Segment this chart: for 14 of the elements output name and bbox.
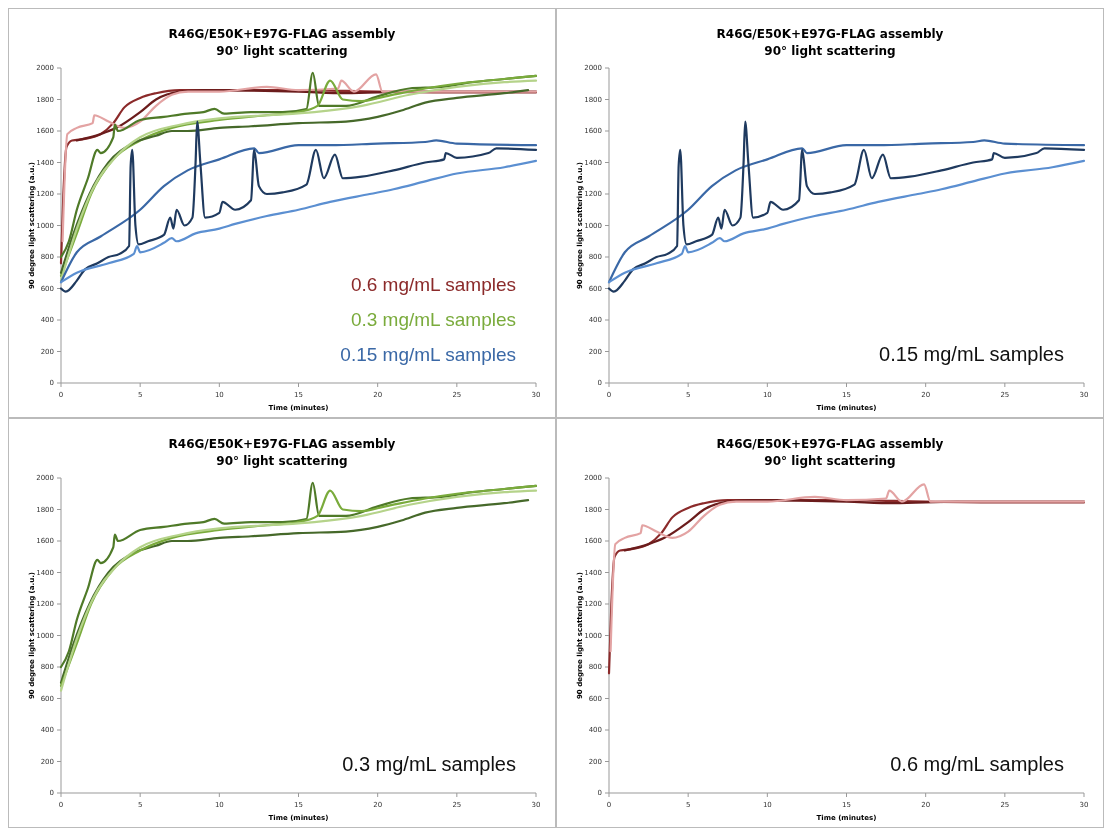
chart-title: R46G/E50K+E97G-FLAG assembly [716,437,944,451]
annotation: 0.3 mg/mL samples [342,753,516,775]
chart-subtitle: 90° light scattering [216,44,348,58]
chart-title: R46G/E50K+E97G-FLAG assembly [168,437,396,451]
annotation: 0.15 mg/mL samples [340,344,516,365]
annotation: 0.6 mg/mL samples [350,274,516,295]
chart-subtitle: 90° light scattering [764,454,896,468]
chart-title: R46G/E50K+E97G-FLAG assembly [716,27,944,41]
chart-title: R46G/E50K+E97G-FLAG assembly [168,27,396,41]
chart-subtitle: 90° light scattering [764,44,896,58]
chart-subtitle: 90° light scattering [216,454,348,468]
annotation: 0.3 mg/mL samples [350,309,516,330]
annotation: 0.6 mg/mL samples [890,753,1064,775]
annotation: 0.15 mg/mL samples [879,343,1064,365]
